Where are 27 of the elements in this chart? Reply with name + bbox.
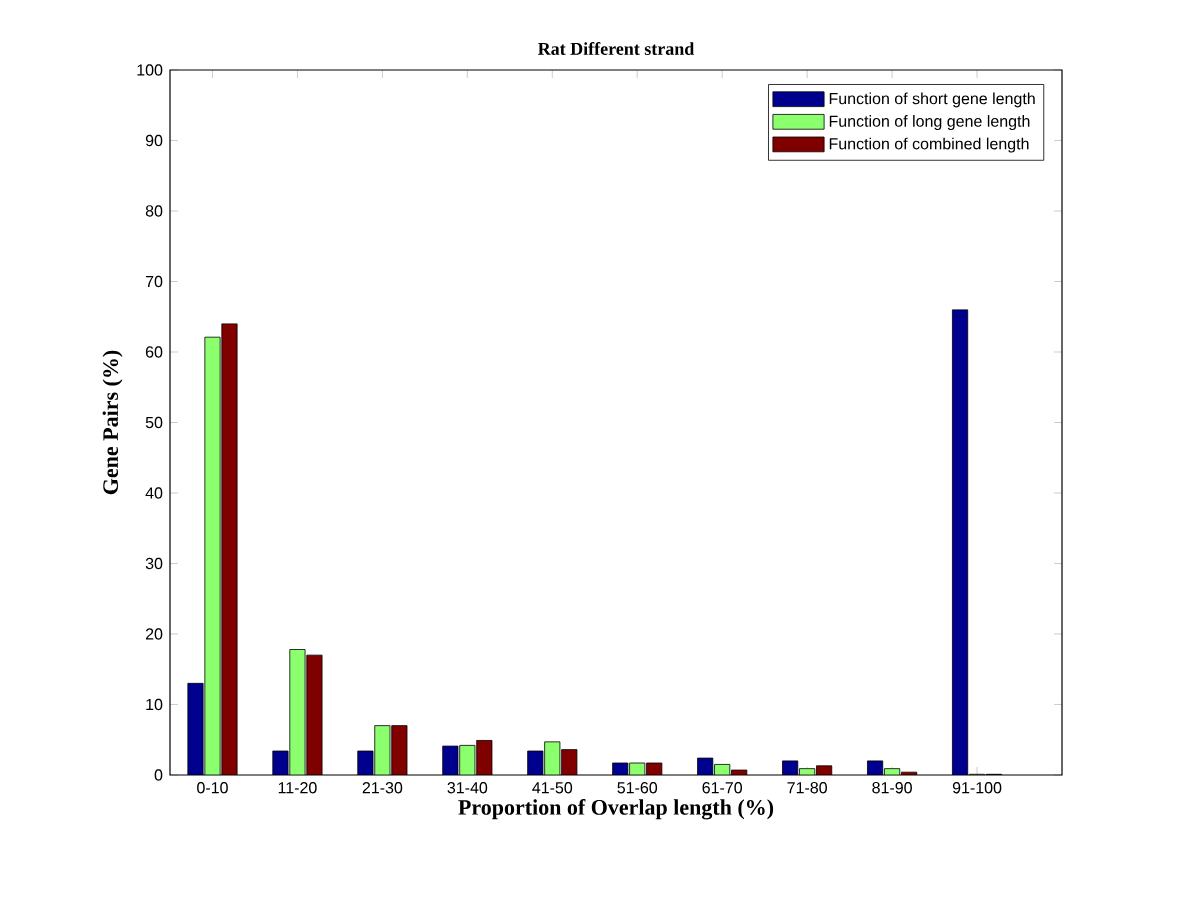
x-axis-title: Proportion of Overlap length (%) [458,799,774,820]
y-tick-label: 70 [145,275,163,288]
x-tick-label: 11-20 [278,782,317,794]
y-tick-label: 40 [145,487,163,499]
x-tick-label: 0-10 [197,782,228,794]
y-tick-label: 100 [137,64,163,76]
x-tick-label: 61-70 [702,782,743,794]
y-tick-label: 60 [145,346,163,358]
x-tick-label: 41-50 [532,782,573,794]
x-tick-label: 21-30 [362,782,403,794]
x-tick-label: 51-60 [617,782,658,794]
y-tick-label: 0 [154,769,163,781]
legend-label: Function of combined length [829,137,1029,153]
chart-title: Rat Different strand [538,42,695,55]
x-tick-label: 91-100 [952,782,1002,794]
x-tick-label: 81-90 [872,782,912,794]
y-tick-label: 90 [145,134,163,147]
y-tick-label: 50 [145,416,163,429]
y-tick-label: 10 [146,698,163,711]
y-tick-label: 20 [145,628,163,640]
y-tick-label: 80 [145,205,163,217]
y-axis-title: Gene Pairs (%) [102,350,123,495]
x-tick-label: 71-80 [787,782,827,794]
legend-label: Function of short gene length [829,92,1035,108]
legend-label: Function of long gene length [829,115,1030,131]
y-tick-label: 30 [145,557,163,570]
x-tick-label: 31-40 [447,782,488,794]
